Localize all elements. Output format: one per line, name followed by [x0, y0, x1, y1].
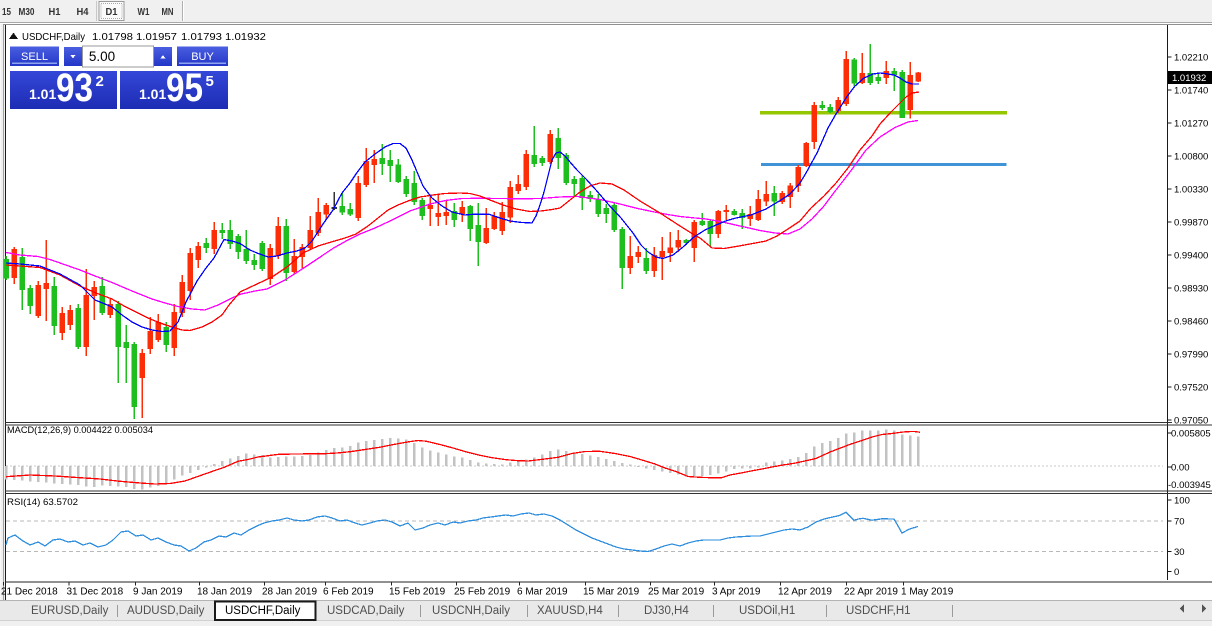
svg-text:EURUSD,Daily: EURUSD,Daily — [31, 605, 109, 617]
svg-text:21 Dec 2018: 21 Dec 2018 — [1, 587, 58, 598]
svg-text:USDCHF,Daily: USDCHF,Daily — [225, 605, 301, 617]
svg-text:15 Feb 2019: 15 Feb 2019 — [389, 587, 446, 598]
svg-text:70: 70 — [1174, 517, 1185, 528]
svg-text:-0.003945: -0.003945 — [1168, 480, 1211, 491]
svg-text:15 Mar 2019: 15 Mar 2019 — [583, 587, 640, 598]
svg-text:0.99870: 0.99870 — [1174, 218, 1208, 229]
svg-text:18 Jan 2019: 18 Jan 2019 — [197, 587, 252, 598]
svg-text:M30: M30 — [19, 6, 35, 18]
svg-text:1.01: 1.01 — [139, 86, 166, 102]
svg-text:2: 2 — [96, 73, 104, 90]
svg-text:0.005805: 0.005805 — [1171, 429, 1211, 440]
svg-text:USDCHF,H1: USDCHF,H1 — [846, 605, 911, 617]
svg-text:100: 100 — [1174, 496, 1190, 507]
svg-text:1.02210: 1.02210 — [1174, 53, 1208, 64]
svg-text:1.01798: 1.01798 — [92, 31, 133, 43]
svg-text:XAUUSD,H4: XAUUSD,H4 — [537, 605, 603, 617]
svg-text:9 Jan 2019: 9 Jan 2019 — [133, 587, 183, 598]
svg-text:1.01932: 1.01932 — [225, 31, 266, 43]
svg-text:25 Feb 2019: 25 Feb 2019 — [454, 587, 511, 598]
svg-text:W1: W1 — [138, 6, 150, 18]
svg-text:D1: D1 — [106, 6, 118, 18]
svg-text:30: 30 — [1174, 547, 1185, 558]
svg-text:USDCHF,Daily: USDCHF,Daily — [22, 31, 86, 43]
svg-text:1.00800: 1.00800 — [1174, 152, 1208, 163]
svg-text:28 Jan 2019: 28 Jan 2019 — [262, 587, 317, 598]
svg-text:1.01957: 1.01957 — [136, 31, 177, 43]
svg-text:5.00: 5.00 — [89, 49, 115, 64]
svg-text:H1: H1 — [49, 6, 61, 18]
svg-text:6 Feb 2019: 6 Feb 2019 — [323, 587, 374, 598]
svg-text:0.00: 0.00 — [1171, 463, 1190, 474]
svg-text:15: 15 — [2, 6, 11, 18]
svg-text:H4: H4 — [77, 6, 89, 18]
svg-text:AUDUSD,Daily: AUDUSD,Daily — [127, 605, 205, 617]
svg-text:0.97520: 0.97520 — [1174, 383, 1208, 394]
svg-text:USDCNH,Daily: USDCNH,Daily — [432, 605, 510, 617]
svg-text:MN: MN — [162, 6, 174, 18]
svg-text:DJ30,H4: DJ30,H4 — [644, 605, 689, 617]
svg-text:1.01740: 1.01740 — [1174, 86, 1208, 97]
svg-text:USDOil,H1: USDOil,H1 — [739, 605, 795, 617]
svg-text:1.01793: 1.01793 — [181, 31, 222, 43]
svg-text:USDCAD,Daily: USDCAD,Daily — [327, 605, 405, 617]
svg-text:1.00330: 1.00330 — [1174, 185, 1208, 196]
svg-text:3 Apr 2019: 3 Apr 2019 — [712, 587, 761, 598]
svg-text:RSI(14) 63.5702: RSI(14) 63.5702 — [7, 497, 78, 508]
svg-text:1.01: 1.01 — [29, 86, 56, 102]
svg-text:6 Mar 2019: 6 Mar 2019 — [517, 587, 568, 598]
svg-text:0.98460: 0.98460 — [1174, 317, 1208, 328]
svg-text:22 Apr 2019: 22 Apr 2019 — [844, 587, 898, 598]
svg-text:0.99400: 0.99400 — [1174, 251, 1208, 262]
svg-text:5: 5 — [206, 73, 214, 90]
svg-text:1.01932: 1.01932 — [1172, 73, 1206, 84]
svg-text:1.01270: 1.01270 — [1174, 119, 1208, 130]
svg-text:31 Dec 2018: 31 Dec 2018 — [67, 587, 124, 598]
svg-text:SELL: SELL — [21, 51, 48, 63]
svg-text:0: 0 — [1174, 567, 1179, 578]
svg-text:25 Mar 2019: 25 Mar 2019 — [648, 587, 705, 598]
svg-text:BUY: BUY — [191, 51, 214, 63]
svg-text:0.97990: 0.97990 — [1174, 350, 1208, 361]
svg-text:95: 95 — [166, 66, 203, 110]
svg-text:1 May 2019: 1 May 2019 — [901, 587, 954, 598]
svg-text:0.97050: 0.97050 — [1174, 416, 1208, 427]
svg-text:0.98930: 0.98930 — [1174, 284, 1208, 295]
svg-text:12 Apr 2019: 12 Apr 2019 — [778, 587, 832, 598]
svg-text:MACD(12,26,9) 0.004422 0.00503: MACD(12,26,9) 0.004422 0.005034 — [7, 425, 153, 436]
svg-text:93: 93 — [56, 66, 93, 110]
